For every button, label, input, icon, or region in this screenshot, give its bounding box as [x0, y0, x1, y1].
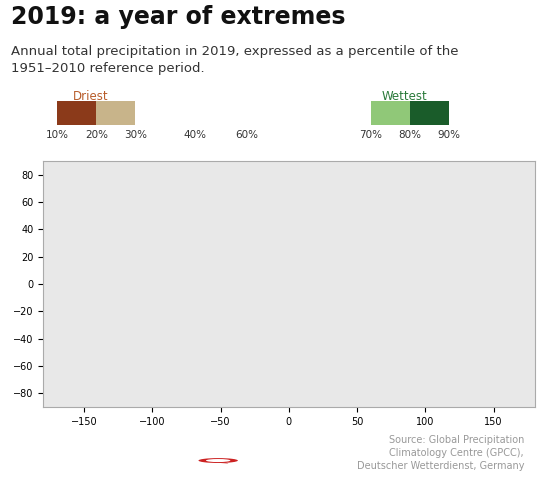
Text: 2019: a year of extremes: 2019: a year of extremes	[11, 5, 345, 29]
Text: Source: Global Precipitation
Climatology Centre (GPCC),
Deutscher Wetterdienst, : Source: Global Precipitation Climatology…	[356, 434, 524, 471]
Circle shape	[199, 458, 238, 463]
Text: 40%: 40%	[184, 129, 206, 139]
Text: Annual total precipitation in 2019, expressed as a percentile of the
1951–2010 r: Annual total precipitation in 2019, expr…	[11, 45, 458, 74]
Text: 80%: 80%	[399, 129, 421, 139]
Text: Wettest: Wettest	[382, 90, 428, 103]
Text: 20%: 20%	[85, 129, 108, 139]
Circle shape	[206, 459, 231, 462]
Text: 60%: 60%	[235, 129, 258, 139]
FancyBboxPatch shape	[57, 101, 96, 125]
Text: 90%: 90%	[437, 129, 460, 139]
Text: 70%: 70%	[360, 129, 382, 139]
FancyBboxPatch shape	[410, 101, 449, 125]
FancyBboxPatch shape	[96, 101, 135, 125]
Text: 10%: 10%	[46, 129, 69, 139]
Text: 30%: 30%	[124, 129, 147, 139]
FancyBboxPatch shape	[371, 101, 410, 125]
Polygon shape	[215, 462, 228, 463]
Text: Driest: Driest	[73, 90, 109, 103]
